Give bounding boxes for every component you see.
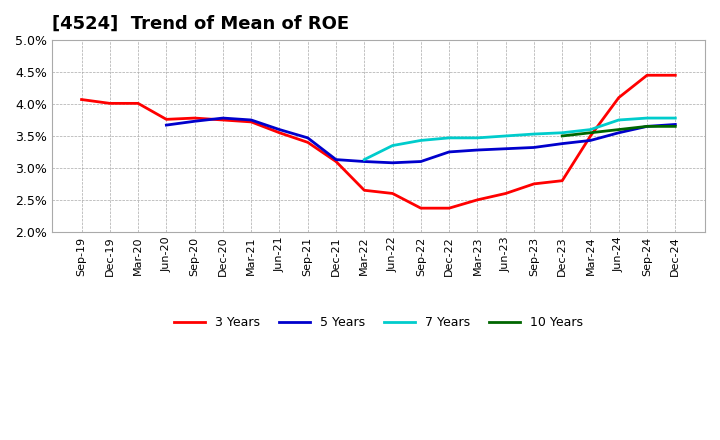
5 Years	[247, 117, 256, 123]
10 Years	[643, 124, 652, 129]
Line: 5 Years: 5 Years	[166, 118, 675, 163]
3 Years	[134, 101, 143, 106]
3 Years	[558, 178, 567, 183]
5 Years	[445, 149, 454, 154]
3 Years	[77, 97, 86, 102]
3 Years	[219, 117, 228, 123]
3 Years	[501, 191, 510, 196]
5 Years	[586, 138, 595, 143]
7 Years	[501, 133, 510, 139]
5 Years	[501, 146, 510, 151]
3 Years	[614, 95, 623, 100]
7 Years	[473, 135, 482, 140]
3 Years	[417, 205, 426, 211]
7 Years	[417, 138, 426, 143]
5 Years	[360, 159, 369, 164]
3 Years	[106, 101, 114, 106]
3 Years	[473, 197, 482, 202]
3 Years	[360, 187, 369, 193]
7 Years	[671, 115, 680, 121]
5 Years	[530, 145, 539, 150]
5 Years	[388, 160, 397, 165]
5 Years	[275, 127, 284, 132]
10 Years	[586, 130, 595, 136]
7 Years	[530, 132, 539, 137]
5 Years	[417, 159, 426, 164]
5 Years	[190, 119, 199, 124]
7 Years	[360, 157, 369, 162]
3 Years	[388, 191, 397, 196]
3 Years	[275, 130, 284, 136]
3 Years	[445, 205, 454, 211]
Line: 7 Years: 7 Years	[364, 118, 675, 160]
5 Years	[473, 147, 482, 153]
5 Years	[671, 122, 680, 127]
3 Years	[162, 117, 171, 122]
7 Years	[558, 130, 567, 136]
Text: [4524]  Trend of Mean of ROE: [4524] Trend of Mean of ROE	[52, 15, 349, 33]
5 Years	[558, 141, 567, 146]
10 Years	[614, 127, 623, 132]
3 Years	[247, 119, 256, 125]
3 Years	[643, 73, 652, 78]
5 Years	[614, 130, 623, 136]
5 Years	[219, 115, 228, 121]
Line: 10 Years: 10 Years	[562, 126, 675, 136]
7 Years	[643, 115, 652, 121]
3 Years	[530, 181, 539, 187]
3 Years	[190, 115, 199, 121]
3 Years	[586, 133, 595, 139]
5 Years	[162, 122, 171, 128]
5 Years	[643, 124, 652, 129]
7 Years	[586, 127, 595, 132]
7 Years	[388, 143, 397, 148]
7 Years	[445, 135, 454, 140]
7 Years	[614, 117, 623, 123]
10 Years	[558, 133, 567, 139]
5 Years	[332, 157, 341, 162]
Line: 3 Years: 3 Years	[81, 75, 675, 208]
3 Years	[303, 140, 312, 145]
3 Years	[671, 73, 680, 78]
3 Years	[332, 159, 341, 164]
5 Years	[303, 135, 312, 140]
Legend: 3 Years, 5 Years, 7 Years, 10 Years: 3 Years, 5 Years, 7 Years, 10 Years	[168, 311, 588, 334]
10 Years	[671, 124, 680, 129]
